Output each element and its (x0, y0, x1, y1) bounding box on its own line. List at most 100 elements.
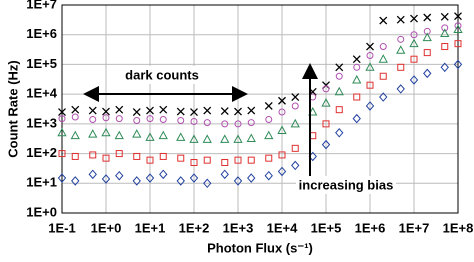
label-bg (296, 176, 396, 194)
data-point (278, 96, 286, 105)
data-point (234, 107, 242, 116)
data-point (291, 144, 299, 152)
data-point (88, 129, 98, 138)
data-point (203, 178, 212, 189)
data-point (58, 108, 66, 116)
data-point (379, 72, 387, 80)
data-point (190, 159, 198, 167)
data-point (454, 40, 462, 48)
y-tick-label: 1E+5 (26, 56, 57, 71)
data-point (159, 152, 167, 160)
data-point (441, 43, 449, 51)
x-tick-label: 1E+3 (223, 220, 254, 235)
y-tick-label: 1E+1 (26, 175, 57, 190)
data-point (145, 173, 155, 183)
data-point (322, 120, 330, 128)
data-point (220, 134, 230, 143)
data-point (378, 54, 388, 63)
data-point (291, 93, 300, 101)
y-tick-label: 1E+0 (26, 204, 57, 219)
data-point (71, 176, 80, 186)
data-point (159, 116, 167, 124)
data-point (233, 134, 243, 143)
data-point (159, 169, 168, 180)
data-point (366, 51, 374, 59)
data-point (423, 49, 431, 57)
x-axis-label: Photon Flux (s⁻¹) (207, 240, 313, 255)
data-point (88, 106, 97, 115)
data-point (422, 32, 432, 42)
data-point (396, 45, 406, 54)
data-point (335, 63, 344, 72)
data-point (291, 160, 300, 171)
data-point (397, 63, 405, 71)
data-point (190, 108, 198, 116)
data-point (440, 12, 449, 21)
data-point (423, 13, 432, 22)
data-point (246, 133, 256, 143)
data-point (88, 169, 97, 180)
data-point (57, 173, 67, 183)
data-point (410, 14, 418, 23)
data-point (410, 31, 418, 39)
data-point (264, 130, 274, 140)
data-point (190, 118, 198, 126)
data-point (291, 102, 299, 110)
data-point (234, 156, 242, 164)
data-point (264, 102, 273, 110)
x-tick-label: 1E+7 (399, 220, 430, 235)
annotation: increasing bias (299, 177, 394, 192)
data-point (89, 116, 97, 124)
data-point (453, 59, 463, 70)
data-point (146, 156, 154, 164)
data-point (409, 38, 419, 48)
data-point (114, 130, 124, 140)
data-point (265, 154, 273, 162)
data-point (115, 150, 123, 158)
data-point (397, 35, 405, 43)
data-point (321, 98, 331, 107)
y-tick-label: 1E+6 (26, 26, 57, 41)
data-point (176, 107, 185, 116)
y-tick-label: 1E+4 (26, 86, 57, 101)
data-point (71, 152, 79, 160)
data-point (189, 134, 199, 143)
data-point (71, 105, 80, 114)
y-tick-label: 1E+2 (26, 145, 57, 160)
data-point (379, 43, 387, 51)
data-point (353, 93, 361, 101)
data-point (379, 92, 388, 102)
data-point (409, 75, 419, 85)
x-tick-label: 1E+0 (91, 220, 122, 235)
data-point (335, 128, 344, 138)
data-point (115, 105, 124, 114)
data-point (202, 134, 212, 143)
data-point (440, 28, 450, 37)
data-point (115, 170, 124, 181)
data-point (335, 106, 343, 114)
x-tick-label: 1E+2 (179, 220, 210, 235)
x-tick-label: 1E+4 (267, 220, 298, 235)
data-point (221, 120, 229, 128)
data-point (321, 139, 331, 150)
data-point (132, 108, 141, 116)
data-point (352, 74, 362, 84)
data-point (441, 24, 449, 32)
data-point (220, 107, 229, 115)
x-tick-label: 1E+6 (355, 220, 386, 235)
data-point (203, 119, 211, 127)
data-point (189, 173, 199, 183)
data-point (177, 154, 185, 162)
y-tick-label: 1E+3 (26, 115, 57, 130)
x-tick-label: 1E-1 (48, 220, 75, 235)
data-point (334, 86, 344, 96)
data-point (264, 170, 273, 181)
data-point (278, 108, 286, 116)
data-point (365, 101, 375, 111)
data-point (145, 132, 155, 141)
data-point (247, 119, 255, 127)
data-point (146, 106, 154, 115)
data-point (115, 115, 123, 123)
data-point (454, 22, 462, 30)
data-point (176, 132, 186, 141)
